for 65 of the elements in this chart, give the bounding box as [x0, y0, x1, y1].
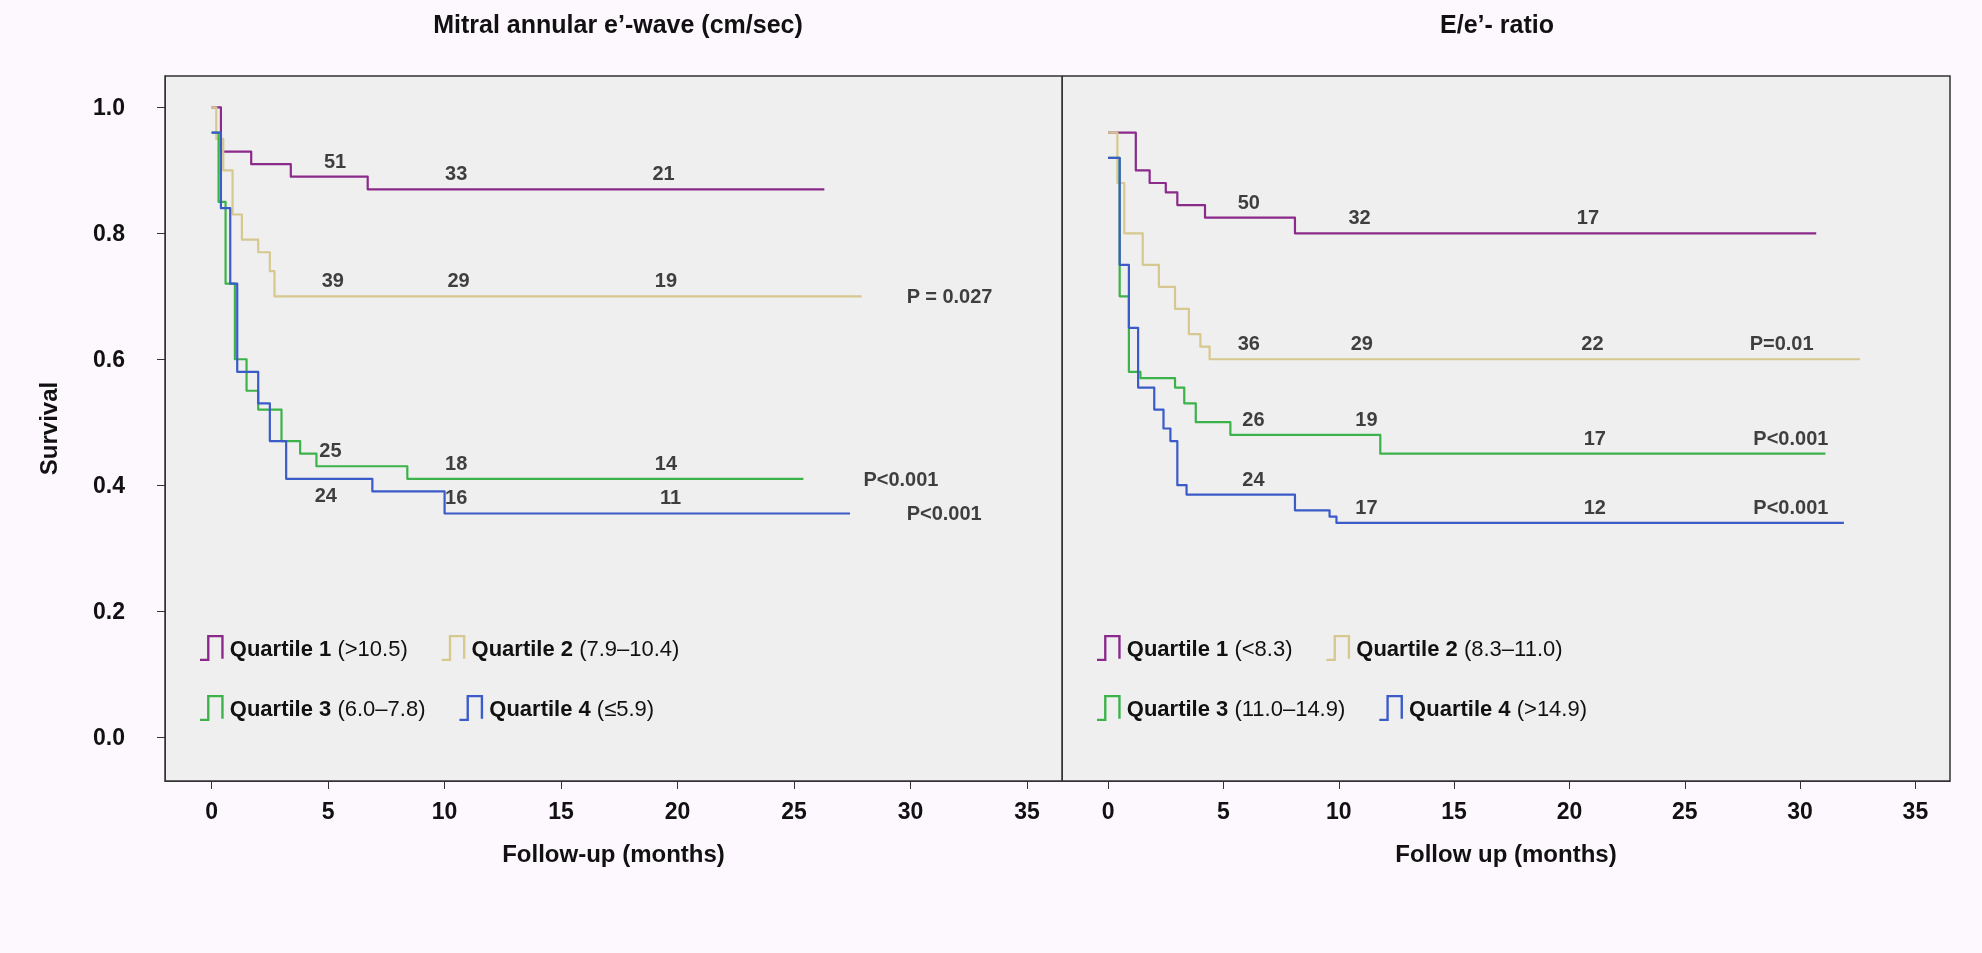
annotation: P<0.001 — [1753, 426, 1829, 449]
legend-label: Quartile 3 (6.0–7.8) — [229, 695, 426, 721]
annotation: 21 — [652, 162, 675, 185]
annotation: 26 — [1242, 407, 1265, 430]
x-tick-label: 0 — [205, 797, 218, 824]
y-tick-label: 0.0 — [93, 723, 125, 750]
annotation: P=0.01 — [1749, 332, 1814, 355]
legend-label: Quartile 4 (>14.9) — [1409, 695, 1588, 721]
y-tick-label: 0.6 — [93, 346, 125, 373]
y-tick-label: 0.8 — [93, 220, 126, 247]
y-tick-label: 1.0 — [93, 94, 125, 121]
annotation: 36 — [1237, 332, 1260, 355]
legend-label: Quartile 4 (≤5.9) — [489, 695, 655, 721]
annotation: 32 — [1348, 206, 1371, 229]
y-tick-label: 0.2 — [93, 598, 125, 625]
y-tick-label: 0.4 — [93, 472, 126, 499]
x-tick-label: 20 — [664, 797, 691, 824]
annotation: 17 — [1583, 426, 1606, 449]
annotation: 17 — [1355, 495, 1378, 518]
x-tick-label: 20 — [1556, 797, 1583, 824]
annotation: 22 — [1581, 332, 1604, 355]
legend-label: Quartile 1 (<8.3) — [1126, 635, 1293, 661]
chart-title: E/e’- ratio — [1440, 9, 1554, 38]
x-axis-title: Follow up (months) — [1395, 839, 1617, 867]
annotation: 14 — [654, 451, 678, 474]
x-tick-label: 0 — [1101, 797, 1115, 824]
annotation: 39 — [321, 269, 344, 292]
annotation: P = 0.027 — [906, 285, 993, 308]
annotation: P<0.001 — [1753, 495, 1829, 518]
chart-title: Mitral annular e’-wave (cm/sec) — [433, 9, 803, 38]
x-tick-label: 10 — [1325, 797, 1352, 824]
x-tick-label: 35 — [1014, 797, 1041, 824]
x-tick-label: 30 — [1787, 797, 1813, 824]
x-tick-label: 35 — [1902, 797, 1929, 824]
annotation: 19 — [1355, 407, 1378, 430]
annotation: 12 — [1583, 495, 1606, 518]
y-axis-title: Survival — [34, 381, 62, 476]
legend-label: Quartile 2 (7.9–10.4) — [471, 635, 680, 661]
annotation: 24 — [314, 483, 338, 506]
annotation: P<0.001 — [906, 502, 982, 525]
x-axis-title: Follow-up (months) — [502, 839, 725, 867]
x-tick-label: 15 — [548, 797, 575, 824]
legend-label: Quartile 3 (11.0–14.9) — [1126, 695, 1346, 721]
annotation: 25 — [319, 439, 342, 462]
annotation: 18 — [445, 451, 468, 474]
legend-label: Quartile 2 (8.3–11.0) — [1356, 635, 1563, 661]
annotation: 50 — [1237, 190, 1260, 213]
annotation: P<0.001 — [863, 467, 939, 490]
x-tick-label: 5 — [321, 797, 335, 824]
x-tick-label: 30 — [897, 797, 924, 824]
annotation: 29 — [1350, 332, 1373, 355]
x-tick-label: 5 — [1217, 797, 1231, 824]
annotation: 51 — [323, 149, 347, 172]
annotation: 16 — [445, 486, 468, 509]
annotation: 24 — [1242, 467, 1266, 490]
annotation: 19 — [654, 269, 678, 292]
annotation: 29 — [447, 269, 470, 292]
x-tick-label: 25 — [1671, 797, 1698, 824]
x-tick-label: 15 — [1441, 797, 1468, 824]
annotation: 17 — [1576, 206, 1600, 229]
legend-label: Quartile 1 (>10.5) — [229, 635, 408, 661]
annotation: 11 — [660, 486, 682, 509]
x-tick-label: 10 — [431, 797, 458, 824]
x-tick-label: 25 — [781, 797, 808, 824]
annotation: 33 — [445, 162, 468, 185]
